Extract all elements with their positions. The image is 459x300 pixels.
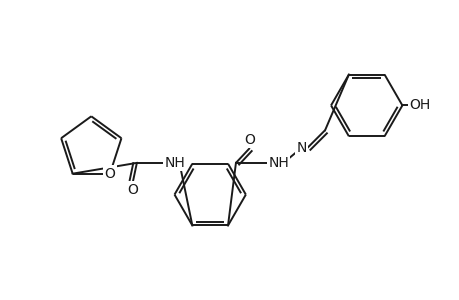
Text: NH: NH bbox=[164, 156, 185, 170]
Text: OH: OH bbox=[409, 98, 430, 112]
Text: O: O bbox=[104, 167, 115, 181]
Text: O: O bbox=[244, 133, 255, 147]
Text: O: O bbox=[127, 183, 138, 196]
Text: NH: NH bbox=[268, 156, 288, 170]
Text: N: N bbox=[296, 141, 306, 155]
